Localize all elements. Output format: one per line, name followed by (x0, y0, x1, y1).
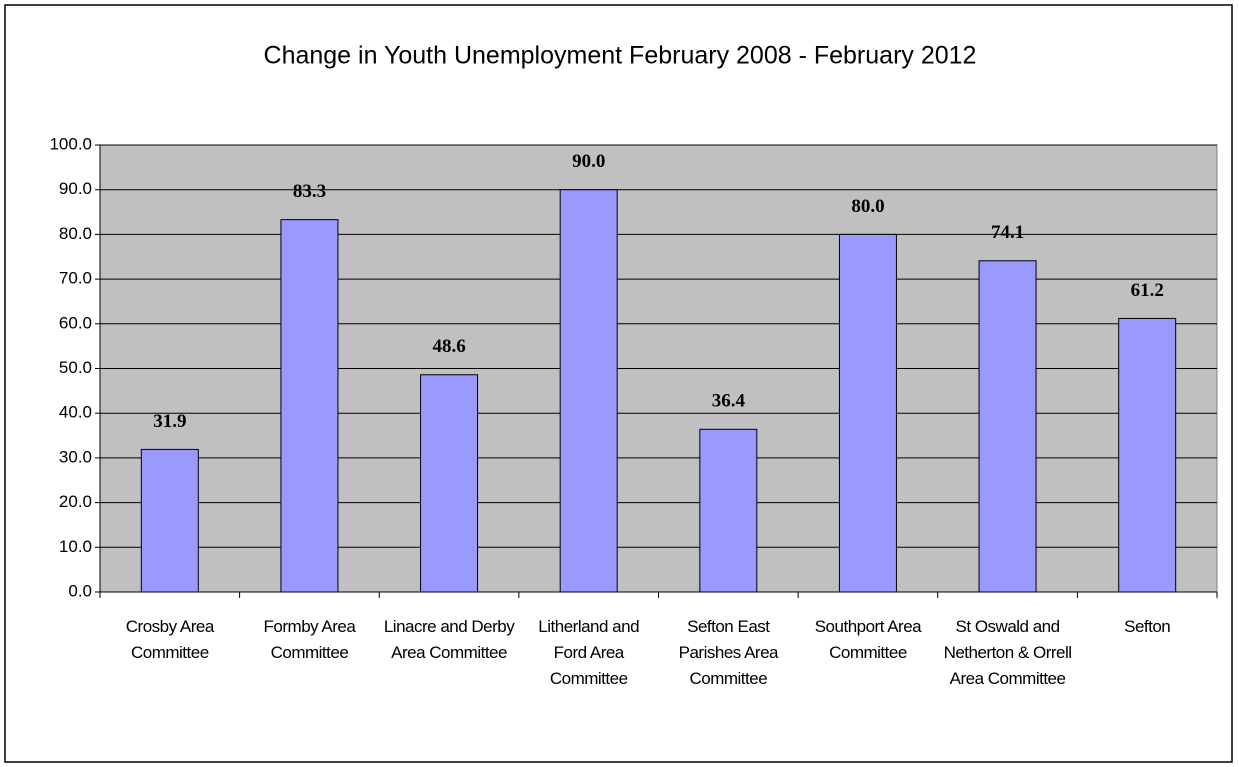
y-tick-label: 50.0 (59, 358, 92, 377)
x-tick-label: Sefton (1124, 617, 1171, 636)
y-tick-label: 10.0 (59, 537, 92, 556)
x-tick-label: Litherland and Ford Area Committee (538, 617, 640, 688)
data-label: 90.0 (572, 151, 605, 172)
data-label: 83.3 (293, 181, 326, 202)
bar (559, 189, 618, 593)
bar (699, 428, 758, 593)
bar (280, 219, 339, 593)
x-tick-label: Crosby Area Committee (125, 617, 215, 662)
data-label: 61.2 (1131, 280, 1164, 301)
y-tick-label: 60.0 (59, 313, 92, 332)
y-tick-label: 40.0 (59, 403, 92, 422)
data-label: 48.6 (432, 336, 465, 357)
x-tick-label: Sefton East Parishes Area Committee (678, 617, 779, 688)
chart-title: Change in Youth Unemployment February 20… (264, 42, 977, 70)
y-tick-label: 70.0 (59, 269, 92, 288)
y-tick-label: 100.0 (49, 134, 92, 153)
data-label: 80.0 (851, 196, 884, 217)
bar (978, 260, 1037, 593)
bar (1118, 317, 1177, 593)
y-tick-label: 90.0 (59, 179, 92, 198)
x-tick-label: Formby Area Committee (263, 617, 356, 662)
bar (140, 448, 199, 593)
y-tick-label: 80.0 (59, 224, 92, 243)
bar (838, 233, 897, 593)
x-tick-label: Linacre and Derby Area Committee (383, 617, 515, 662)
bar (420, 374, 479, 593)
data-label: 74.1 (991, 222, 1024, 243)
data-label: 36.4 (712, 391, 746, 412)
y-tick-label: 0.0 (68, 581, 92, 600)
x-tick-label: St Oswald and Netherton & Orrell Area Co… (943, 617, 1072, 688)
data-label: 31.9 (153, 411, 186, 432)
y-tick-label: 30.0 (59, 447, 92, 466)
x-tick-label: Southport Area Committee (814, 617, 922, 662)
y-tick-label: 20.0 (59, 492, 92, 511)
